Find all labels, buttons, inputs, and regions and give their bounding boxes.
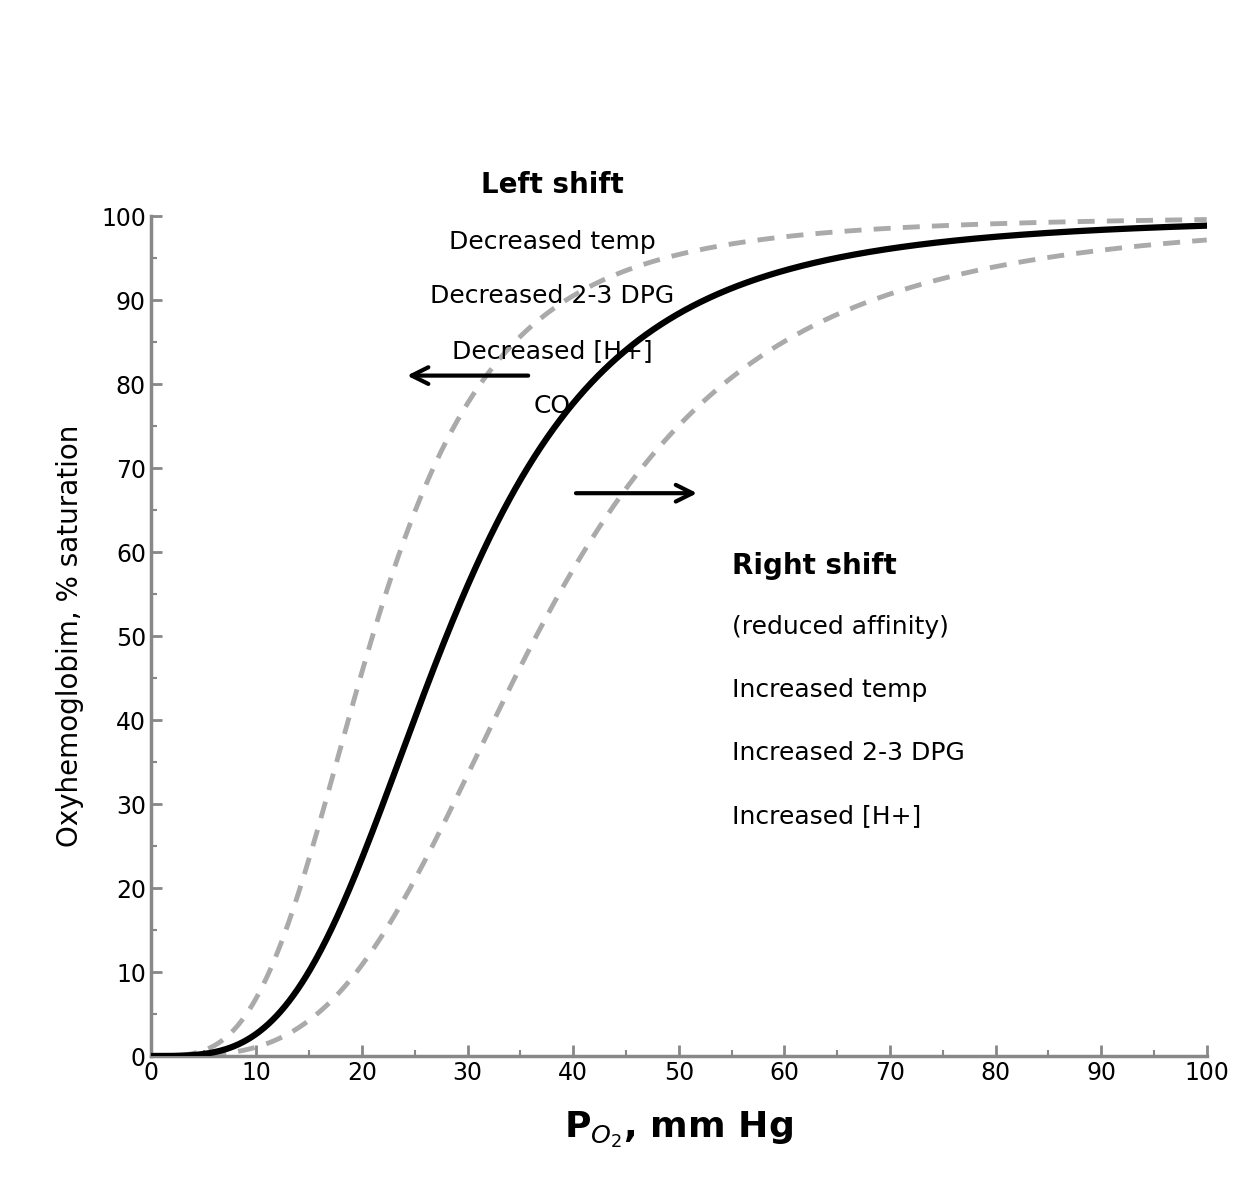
Text: CO: CO bbox=[533, 394, 571, 418]
Text: Decreased 2-3 DPG: Decreased 2-3 DPG bbox=[430, 284, 674, 308]
Text: Decreased temp: Decreased temp bbox=[449, 230, 655, 254]
X-axis label: P$_{O_2}$, mm Hg: P$_{O_2}$, mm Hg bbox=[564, 1110, 793, 1150]
Y-axis label: Oxyhemoglobim, % saturation: Oxyhemoglobim, % saturation bbox=[57, 425, 84, 847]
Text: Left shift: Left shift bbox=[480, 172, 623, 199]
Text: (reduced affinity): (reduced affinity) bbox=[732, 614, 949, 638]
Text: Decreased [H+]: Decreased [H+] bbox=[451, 340, 652, 364]
Text: Increased [H+]: Increased [H+] bbox=[732, 804, 921, 828]
Text: Right shift: Right shift bbox=[732, 552, 896, 580]
Text: Increased temp: Increased temp bbox=[732, 678, 926, 702]
Text: Increased 2-3 DPG: Increased 2-3 DPG bbox=[732, 742, 964, 766]
